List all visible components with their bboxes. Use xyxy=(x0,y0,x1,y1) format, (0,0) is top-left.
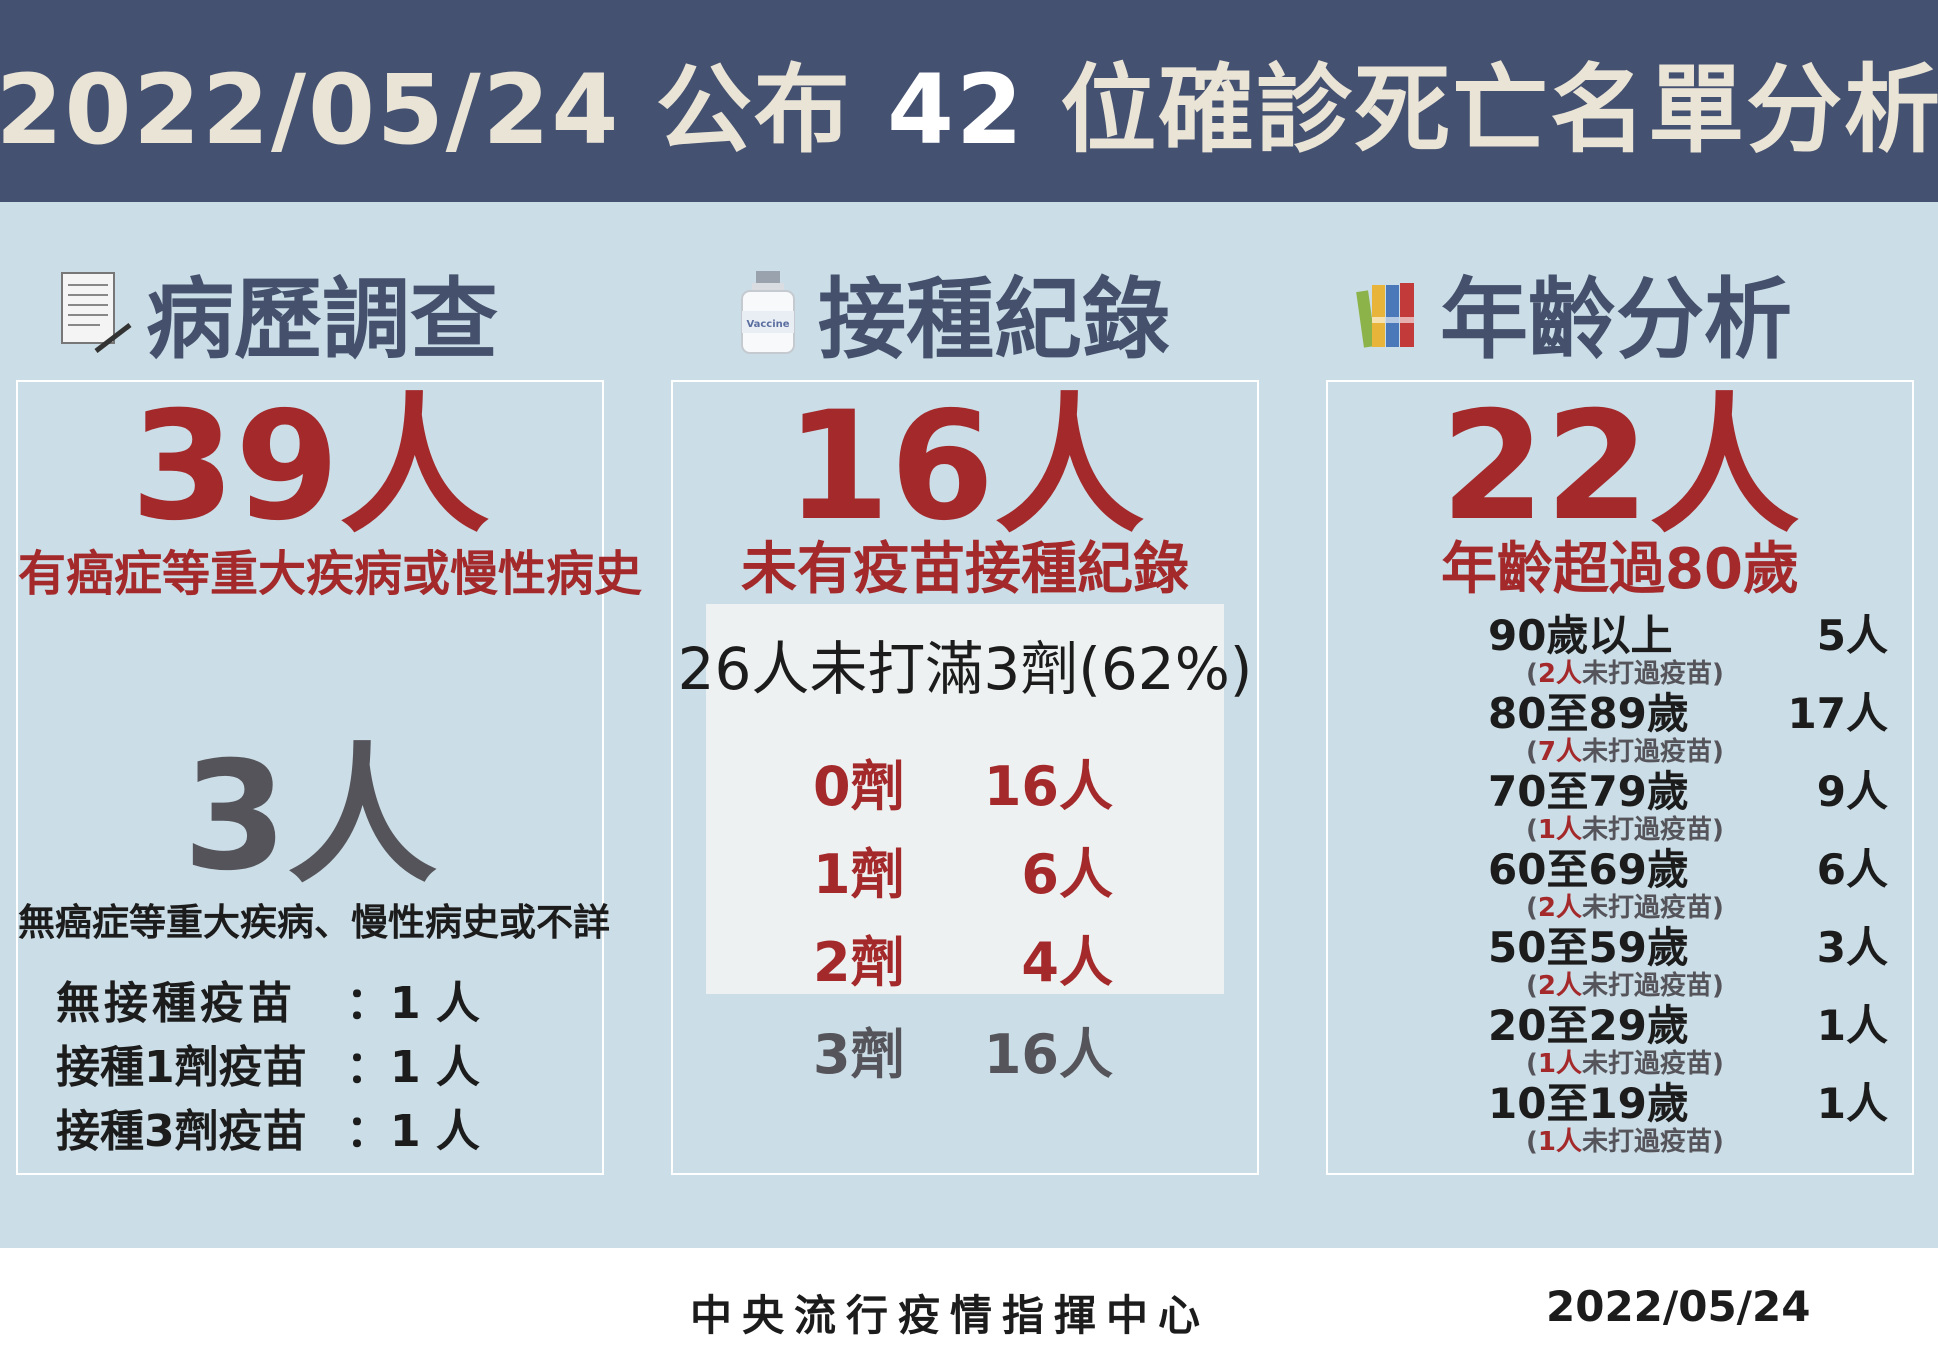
age-main-count: 22人 xyxy=(1440,380,1800,554)
age-unvax-count: 2人 xyxy=(1537,659,1582,689)
age-group: 10至19歲 1人 (1人未打過疫苗) xyxy=(1488,1079,1888,1157)
title-number: 42 xyxy=(887,53,1025,166)
age-unvax-count: 1人 xyxy=(1537,1127,1582,1157)
vaccine-bottle-icon: Vaccine xyxy=(728,267,808,357)
age-range: 50至59歲 xyxy=(1488,923,1689,972)
age-count: 5人 xyxy=(1816,611,1888,660)
age-unvax-count: 2人 xyxy=(1537,971,1582,1001)
age-range: 10至19歲 xyxy=(1488,1079,1689,1128)
dose-label: 0劑 xyxy=(813,755,905,818)
history-sub-desc: 無癌症等重大疾病、慢性病史或不詳 xyxy=(18,901,610,944)
age-title: 年齡分析 xyxy=(1440,267,1793,371)
age-unvax-text: 未打過疫苗 xyxy=(1581,971,1712,1001)
dose-label: 2劑 xyxy=(813,931,905,994)
age-group: 90歲以上 5人 (2人未打過疫苗) xyxy=(1488,611,1888,689)
dose-summary-box xyxy=(706,604,1224,994)
history-main-desc: 有癌症等重大疾病或慢性病史 xyxy=(18,546,643,602)
age-count: 6人 xyxy=(1816,845,1888,894)
age-unvax-text: 未打過疫苗 xyxy=(1581,815,1712,845)
vaccination-main-count: 16人 xyxy=(785,380,1145,554)
age-unvax-count: 2人 xyxy=(1537,893,1582,923)
dose-row: 2劑 4人 xyxy=(813,918,1113,997)
age-count: 1人 xyxy=(1816,1079,1888,1128)
history-row-value: ：1 人 xyxy=(346,1042,480,1093)
history-vaccine-list: 無接種疫苗 ：1 人 接種1劑疫苗 ：1 人 接種3劑疫苗 ：1 人 xyxy=(56,967,480,1159)
title-suffix: 位確診死亡名單分析 xyxy=(1024,53,1938,166)
history-heading: 病歷調查 xyxy=(56,262,498,371)
history-sub-count: 3人 xyxy=(182,730,438,904)
age-count: 17人 xyxy=(1787,689,1888,738)
dose-row: 3劑 16人 xyxy=(813,1010,1113,1089)
footer-org: 中央流行疫情指揮中心 xyxy=(690,1291,1211,1340)
age-group: 20至29歲 1人 (1人未打過疫苗) xyxy=(1488,1001,1888,1079)
age-main-desc: 年齡超過80歲 xyxy=(1441,537,1799,602)
dose-count: 6人 xyxy=(1021,843,1113,906)
title-banner: 2022/05/24 公布 42 位確診死亡名單分析 xyxy=(0,0,1938,202)
history-row-label: 接種1劑疫苗 xyxy=(56,1042,307,1093)
age-range: 90歲以上 xyxy=(1488,611,1673,660)
history-title: 病歷調查 xyxy=(146,267,499,371)
age-unvax-count: 7人 xyxy=(1537,737,1582,767)
age-count: 1人 xyxy=(1816,1001,1888,1050)
history-main-count: 39人 xyxy=(130,380,490,554)
age-unvax-text: 未打過疫苗 xyxy=(1581,893,1712,923)
age-group: 50至59歲 3人 (2人未打過疫苗) xyxy=(1488,923,1888,1001)
footer: 中央流行疫情指揮中心 2022/05/24 xyxy=(0,1248,1938,1360)
history-panel: 39人 有癌症等重大疾病或慢性病史 3人 無癌症等重大疾病、慢性病史或不詳 無接… xyxy=(16,380,643,1175)
history-row-label: 接種3劑疫苗 xyxy=(56,1106,307,1157)
history-row: 無接種疫苗 ：1 人 xyxy=(56,967,480,1031)
age-unvax-text: 未打過疫苗 xyxy=(1581,659,1712,689)
age-range: 80至89歲 xyxy=(1488,689,1689,738)
footer-date: 2022/05/24 xyxy=(1546,1282,1811,1331)
dose-row: 0劑 16人 xyxy=(813,742,1113,821)
vaccination-title: 接種紀錄 xyxy=(818,267,1171,371)
dose-count: 4人 xyxy=(1021,931,1113,994)
svg-text:Vaccine: Vaccine xyxy=(746,319,789,330)
dose-summary-text: 26人未打滿3劑(62%) xyxy=(677,635,1253,703)
dose-count: 16人 xyxy=(983,1023,1113,1086)
page-title: 2022/05/24 公布 42 位確診死亡名單分析 xyxy=(0,32,1938,171)
age-group: 60至69歲 6人 (2人未打過疫苗) xyxy=(1488,845,1888,923)
age-range: 20至29歲 xyxy=(1488,1001,1689,1050)
document-icon xyxy=(56,267,136,357)
history-row-value: ：1 人 xyxy=(346,1106,480,1157)
age-unvax-text: 未打過疫苗 xyxy=(1581,1127,1712,1157)
history-row: 接種3劑疫苗 ：1 人 xyxy=(56,1095,480,1159)
age-unvax-count: 1人 xyxy=(1537,815,1582,845)
age-group: 70至79歲 9人 (1人未打過疫苗) xyxy=(1488,767,1888,845)
dose-label: 3劑 xyxy=(813,1023,905,1086)
age-count: 3人 xyxy=(1816,923,1888,972)
title-prefix: 2022/05/24 公布 xyxy=(0,53,888,166)
history-row: 接種1劑疫苗 ：1 人 xyxy=(56,1031,480,1095)
age-unvax-text: 未打過疫苗 xyxy=(1581,1049,1712,1079)
age-panel: 22人 年齡超過80歲 90歲以上 5人 (2人未打過疫苗) 80至89歲 17… xyxy=(1326,380,1914,1175)
age-range: 60至69歲 xyxy=(1488,845,1689,894)
dose-label: 1劑 xyxy=(813,843,905,906)
age-count: 9人 xyxy=(1816,767,1888,816)
vaccination-main-desc: 未有疫苗接種紀錄 xyxy=(741,537,1189,602)
books-icon xyxy=(1350,267,1430,357)
age-unvax-text: 未打過疫苗 xyxy=(1581,737,1712,767)
age-unvax-count: 1人 xyxy=(1537,1049,1582,1079)
age-range: 70至79歲 xyxy=(1488,767,1689,816)
age-group: 80至89歲 17人 (7人未打過疫苗) xyxy=(1488,689,1888,767)
history-row-label: 無接種疫苗 xyxy=(56,978,296,1029)
age-heading: 年齡分析 xyxy=(1350,262,1792,371)
age-group-list: 90歲以上 5人 (2人未打過疫苗) 80至89歲 17人 (7人未打過疫苗) … xyxy=(1488,612,1888,1158)
dose-count: 16人 xyxy=(983,755,1113,818)
vaccination-heading: Vaccine 接種紀錄 xyxy=(728,262,1170,371)
history-row-value: ：1 人 xyxy=(346,978,480,1029)
vaccination-panel: 16人 未有疫苗接種紀錄 26人未打滿3劑(62%) 0劑 16人 1劑 6人 2劑… xyxy=(671,380,1259,1175)
dose-row: 1劑 6人 xyxy=(813,830,1113,909)
